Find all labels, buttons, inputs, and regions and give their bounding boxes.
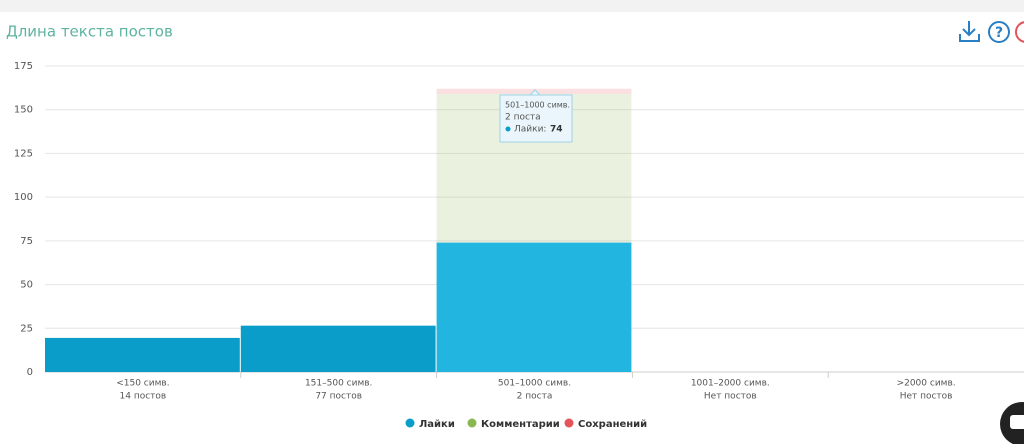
top-strip	[0, 0, 1024, 12]
legend-label: Лайки	[419, 419, 455, 430]
legend-label: Сохранений	[578, 419, 647, 430]
legend-marker	[467, 418, 477, 428]
tooltip-label: Лайки:	[514, 125, 546, 135]
chat-button[interactable]	[1000, 402, 1024, 446]
y-tick-label: 75	[20, 236, 33, 247]
tooltip-value: 74	[550, 125, 563, 135]
legend-marker	[564, 418, 574, 428]
bar-segment	[45, 337, 240, 372]
x-tick-note: Нет постов	[704, 392, 757, 402]
tooltip-title: 501–1000 симв.	[505, 101, 570, 110]
x-tick-note: Нет постов	[900, 392, 953, 402]
bar-segment	[436, 242, 632, 372]
tooltip: 501–1000 симв. 2 поста Лайки: 74	[499, 89, 573, 143]
x-tick-label: 151–500 симв.	[305, 379, 372, 389]
legend-marker	[405, 418, 415, 428]
legend-label: Комментарии	[481, 419, 560, 430]
tooltip-subtitle: 2 поста	[505, 113, 541, 123]
y-tick-label: 150	[14, 105, 33, 116]
bar-segment	[240, 325, 436, 372]
x-tick-label: <150 симв.	[116, 379, 169, 389]
help-button[interactable]	[988, 21, 1010, 43]
x-tick-note: 77 постов	[315, 392, 362, 402]
tooltip-dot	[505, 126, 511, 132]
y-tick-label: 175	[14, 61, 33, 72]
y-tick-label: 25	[20, 323, 33, 334]
x-tick-label: 1001–2000 симв.	[691, 379, 770, 389]
y-tick-label: 50	[20, 280, 33, 291]
help-icon: ?	[995, 25, 1003, 41]
download-button[interactable]	[959, 21, 980, 42]
y-tick-label: 0	[27, 367, 33, 378]
x-tick-note: 2 поста	[517, 392, 553, 402]
y-tick-label: 100	[14, 192, 33, 203]
x-tick-label: >2000 симв.	[897, 379, 956, 389]
x-tick-note: 14 постов	[120, 392, 167, 402]
close-button[interactable]	[1015, 21, 1024, 43]
plot: 0 25 50 75 100 125 150 175 <150 симв. 14 постов 15…	[14, 61, 1024, 402]
y-tick-label: 125	[14, 148, 33, 159]
chart-title: Длина текста постов	[6, 23, 173, 41]
x-tick-label: 501–1000 симв.	[498, 379, 571, 389]
